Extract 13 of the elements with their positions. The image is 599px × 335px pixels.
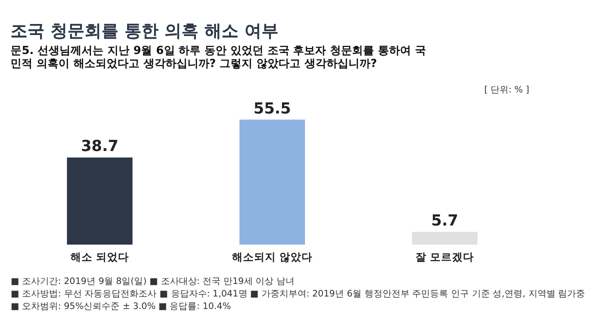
data-label: 5.7 (431, 212, 458, 230)
chart-title: 조국 청문회를 통한 의혹 해소 여부 (10, 21, 278, 42)
text: ■ 조사기간: 2019년 9월 8일(일) ■ 조사대상: 전국 만19세 이상 남녀 (10, 277, 295, 288)
data-label: 55.5 (253, 99, 291, 118)
x-tick-label: 해소되지 않았다 (232, 250, 313, 264)
text: [ 단위: % ] (484, 86, 530, 96)
x-tick-label: 잘 모르겠다 (415, 250, 474, 264)
data-label: 38.7 (80, 137, 118, 156)
text: 문5. 선생님께서는 지난 9월 6일 하루 동안 있었던 조국 후보자 청문회를 통하여 국 (10, 44, 426, 58)
x-tick-label: 해소 되었다 (70, 250, 130, 264)
text: ■ 조사방법: 무선 자동응답전화조사 ■ 응답자수: 1,041명 ■ 가중치부여: 2019년 6월 행정안전부 주민등록 인구 기준 성,연령, 지역별 림가중 (10, 290, 586, 300)
text: 민적 의혹이 해소되었다고 생각하십니까? 그렇지 않았다고 생각하십니까? (10, 57, 377, 70)
text: ■ 오차범위: 95%신뢰수준 ± 3.0% ■ 응답률: 10.4% (10, 302, 231, 312)
